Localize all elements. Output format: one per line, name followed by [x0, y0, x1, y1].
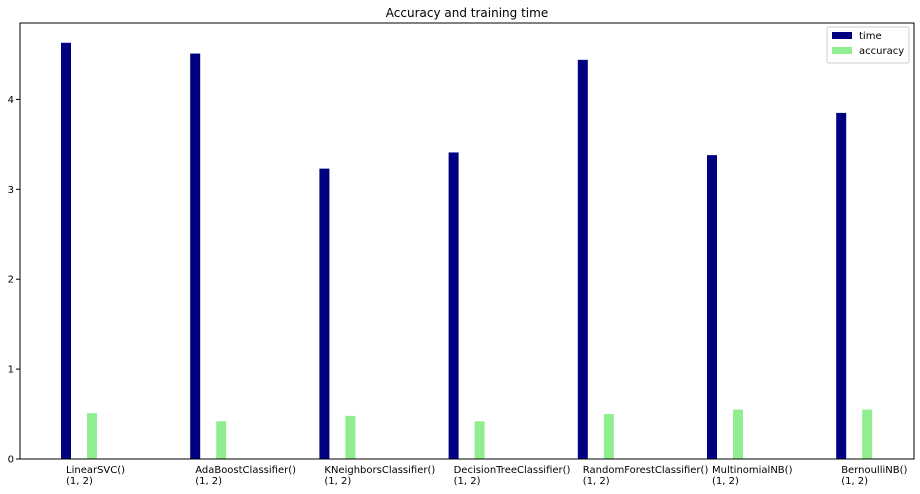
x-tick-sublabel: (1, 2)	[324, 476, 351, 487]
x-tick-label: AdaBoostClassifier()	[195, 465, 296, 476]
bar-accuracy	[87, 413, 97, 459]
bar-time	[707, 155, 717, 460]
bar-accuracy	[474, 421, 485, 459]
x-tick-sublabel: (1, 2)	[841, 476, 868, 487]
y-tick-label: 1	[8, 365, 14, 376]
bar-accuracy	[216, 421, 227, 459]
y-tick-label: 0	[8, 455, 14, 466]
bar-accuracy	[862, 409, 873, 459]
x-tick-sublabel: (1, 2)	[583, 476, 610, 487]
bar-accuracy	[733, 409, 743, 459]
bar-time	[61, 42, 71, 460]
x-tick-label: MultinomialNB()	[712, 465, 793, 476]
legend-label-time: time	[859, 31, 882, 42]
x-tick-label: BernoulliNB()	[841, 465, 907, 476]
x-tick-sublabel: (1, 2)	[66, 476, 93, 487]
x-tick-label: KNeighborsClassifier()	[324, 465, 435, 476]
bar-time	[577, 59, 588, 460]
legend-swatch-time	[832, 32, 852, 39]
chart-title: Accuracy and training time	[386, 6, 548, 20]
bar-time	[836, 112, 847, 459]
bar-time	[319, 168, 330, 459]
y-tick-label: 2	[8, 275, 14, 286]
x-tick-label: LinearSVC()	[66, 465, 125, 476]
x-axis: LinearSVC()(1, 2)AdaBoostClassifier()(1,…	[66, 465, 908, 487]
bar-accuracy	[345, 415, 356, 459]
y-tick-label: 4	[8, 95, 14, 106]
x-tick-sublabel: (1, 2)	[454, 476, 481, 487]
legend-swatch-accuracy	[832, 47, 852, 54]
legend: time accuracy	[826, 26, 910, 64]
x-tick-sublabel: (1, 2)	[195, 476, 222, 487]
bars-layer	[61, 42, 873, 460]
x-tick-label: DecisionTreeClassifier()	[454, 465, 571, 476]
bar-accuracy	[603, 414, 614, 459]
bar-time	[190, 53, 201, 460]
plot-frame	[19, 22, 915, 460]
y-tick-label: 3	[8, 185, 14, 196]
legend-label-accuracy: accuracy	[859, 46, 904, 57]
y-axis: 0 1 2 3 4	[8, 95, 20, 466]
bar-time	[448, 152, 459, 460]
x-tick-sublabel: (1, 2)	[712, 476, 739, 487]
x-tick-label: RandomForestClassifier()	[583, 465, 709, 476]
